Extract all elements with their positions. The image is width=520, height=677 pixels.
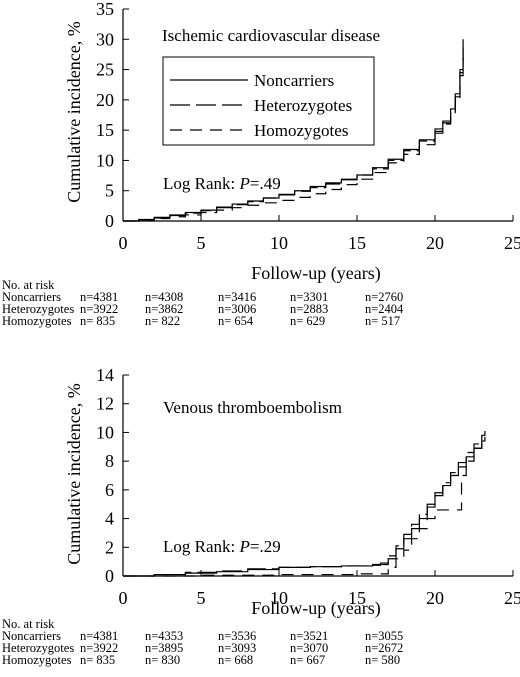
at-risk-value: n= 580	[365, 653, 400, 667]
series-line-homozygotes	[123, 438, 483, 577]
x-tick-label: 25	[504, 233, 520, 253]
at-risk-value: n= 835	[80, 653, 115, 667]
at-risk-value: n= 629	[290, 314, 325, 328]
at-risk-label: No. at risk	[2, 278, 55, 292]
y-tick-label: 25	[96, 60, 114, 80]
at-risk-value: n= 668	[218, 653, 253, 667]
at-risk-group-label: Noncarriers	[2, 629, 61, 643]
at-risk-value: n=2883	[290, 302, 328, 316]
x-tick-label: 0	[119, 588, 128, 608]
y-tick-label: 6	[105, 480, 114, 500]
y-tick-label: 10	[96, 422, 114, 442]
y-tick-label: 35	[96, 0, 114, 19]
chart-title: Ischemic cardiovascular disease	[162, 26, 380, 45]
x-tick-label: 15	[348, 588, 366, 608]
x-tick-label: 20	[426, 588, 444, 608]
x-axis-label: Follow-up (years)	[251, 598, 380, 619]
chart-curves	[123, 39, 464, 222]
x-tick-label: 10	[270, 588, 288, 608]
log-rank-prefix: Log Rank:	[163, 537, 240, 556]
x-tick-label: 10	[270, 233, 288, 253]
at-risk-value: n=3093	[218, 641, 256, 655]
log-rank-p: P	[239, 537, 250, 556]
chart-axes: 0 2 4 6 8 10 12 14 0 5 10 15 20 25	[96, 365, 520, 608]
chart-axes: 0 5 10 15 20 25 30 35 0 5 10 15 20 25	[96, 0, 520, 253]
at-risk-rows: Noncarriers n=4381 n=4308 n=3416 n=3301 n=276…	[2, 290, 404, 328]
at-risk-value: n=3416	[218, 290, 256, 304]
x-axis-label: Follow-up (years)	[251, 263, 380, 284]
log-rank-annotation: Log Rank: P=.49	[163, 174, 281, 193]
series-line-homozygotes	[123, 57, 464, 222]
at-risk-value: n= 822	[145, 314, 180, 328]
at-risk-table: No. at risk Noncarriers n=4381 n=4308 n=341…	[2, 278, 404, 328]
y-tick-label: 2	[105, 537, 114, 557]
chart-legend: Noncarriers Heterozygotes Homozygotes	[162, 56, 375, 146]
legend-label-noncarriers: Noncarriers	[254, 71, 334, 90]
chart-title: Venous thromboembolism	[163, 398, 342, 417]
log-rank-annotation: Log Rank: P=.29	[163, 537, 281, 556]
x-tick-label: 15	[348, 233, 366, 253]
y-tick-label: 15	[96, 120, 114, 140]
at-risk-label: No. at risk	[2, 617, 55, 631]
log-rank-value: =.49	[250, 174, 281, 193]
at-risk-value: n=3536	[218, 629, 256, 643]
at-risk-value: n=2760	[365, 290, 403, 304]
at-risk-value: n=3922	[80, 302, 118, 316]
log-rank-value: =.29	[250, 537, 281, 556]
y-tick-label: 12	[96, 394, 114, 414]
at-risk-value: n=3301	[290, 290, 328, 304]
at-risk-value: n=3895	[145, 641, 183, 655]
log-rank-prefix: Log Rank:	[163, 174, 240, 193]
x-tick-label: 5	[197, 588, 206, 608]
y-tick-label: 4	[105, 509, 114, 529]
at-risk-value: n=3521	[290, 629, 328, 643]
at-risk-value: n=3070	[290, 641, 328, 655]
at-risk-value: n=4381	[80, 290, 118, 304]
x-tick-label: 20	[426, 233, 444, 253]
at-risk-value: n= 667	[290, 653, 325, 667]
at-risk-rows: Noncarriers n=4381 n=4353 n=3536 n=3521 n=305…	[2, 629, 403, 667]
at-risk-value: n=4308	[145, 290, 183, 304]
chart-panel-ischemic: 0 5 10 15 20 25 30 35 0 5 10 15 20 25 Ischemic cardio…	[2, 0, 520, 328]
y-tick-label: 8	[105, 451, 114, 471]
legend-label-homozygotes: Homozygotes	[254, 121, 348, 140]
at-risk-value: n=2404	[365, 302, 404, 316]
y-tick-label: 14	[96, 365, 114, 385]
y-tick-label: 20	[96, 90, 114, 110]
y-axis-label: Cumulative incidence, %	[64, 21, 84, 202]
at-risk-group-label: Homozygotes	[2, 314, 72, 328]
x-tick-label: 0	[119, 233, 128, 253]
series-line-heterozygotes	[123, 430, 486, 577]
at-risk-value: n=4381	[80, 629, 118, 643]
y-tick-label: 30	[96, 29, 114, 49]
at-risk-value: n= 654	[218, 314, 254, 328]
at-risk-group-label: Homozygotes	[2, 653, 72, 667]
series-line-heterozygotes	[123, 45, 464, 222]
at-risk-value: n= 517	[365, 314, 400, 328]
at-risk-group-label: Heterozygotes	[2, 641, 74, 655]
at-risk-value: n=3006	[218, 302, 256, 316]
at-risk-group-label: Heterozygotes	[2, 302, 74, 316]
y-tick-label: 0	[105, 211, 114, 231]
x-tick-label: 5	[197, 233, 206, 253]
x-tick-label: 25	[504, 588, 520, 608]
y-tick-label: 0	[105, 566, 114, 586]
at-risk-value: n=2672	[365, 641, 403, 655]
log-rank-p: P	[239, 174, 250, 193]
at-risk-value: n=3862	[145, 302, 183, 316]
at-risk-value: n=4353	[145, 629, 183, 643]
at-risk-value: n= 830	[145, 653, 180, 667]
chart-curves	[123, 430, 486, 577]
at-risk-value: n= 835	[80, 314, 115, 328]
chart-panel-vte: 0 2 4 6 8 10 12 14 0 5 10 15 20 25 Venous thromboembo…	[2, 365, 520, 667]
legend-label-heterozygotes: Heterozygotes	[254, 96, 352, 115]
at-risk-value: n=3922	[80, 641, 118, 655]
at-risk-value: n=3055	[365, 629, 403, 643]
y-tick-label: 5	[105, 181, 114, 201]
at-risk-table: No. at risk Noncarriers n=4381 n=4353 n=353…	[2, 617, 403, 667]
y-tick-label: 10	[96, 150, 114, 170]
at-risk-group-label: Noncarriers	[2, 290, 61, 304]
y-axis-label: Cumulative incidence, %	[64, 383, 84, 564]
